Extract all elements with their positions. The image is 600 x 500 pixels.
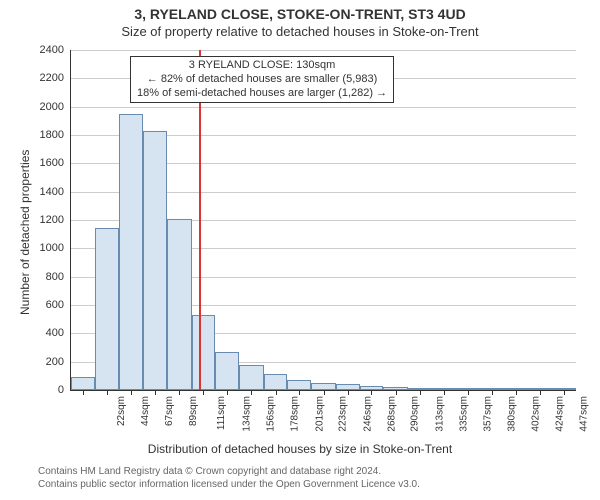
x-tick — [179, 390, 180, 395]
x-tick-label: 357sqm — [482, 396, 493, 432]
histogram-bar — [287, 380, 311, 390]
annotation-line1: 3 RYELAND CLOSE: 130sqm — [137, 59, 387, 73]
y-tick-label: 1600 — [30, 157, 64, 169]
x-tick — [492, 390, 493, 395]
x-tick — [420, 390, 421, 395]
x-tick-label: 89sqm — [188, 396, 199, 426]
x-tick-label: 156sqm — [266, 396, 277, 432]
y-axis-label: Number of detached properties — [18, 150, 32, 315]
x-axis-label: Distribution of detached houses by size … — [0, 442, 600, 456]
x-tick — [83, 390, 84, 395]
annotation-box: 3 RYELAND CLOSE: 130sqm ← 82% of detache… — [130, 56, 394, 103]
footnote: Contains HM Land Registry data © Crown c… — [38, 466, 420, 491]
x-tick-label: 134sqm — [242, 396, 253, 432]
y-tick-label: 0 — [30, 384, 64, 396]
x-tick — [276, 390, 277, 395]
x-tick — [203, 390, 204, 395]
x-tick — [516, 390, 517, 395]
y-tick-label: 1200 — [30, 214, 64, 226]
histogram-bar — [167, 219, 192, 390]
x-tick — [540, 390, 541, 395]
y-tick-label: 2000 — [30, 101, 64, 113]
x-tick — [155, 390, 156, 395]
x-tick-label: 22sqm — [116, 396, 127, 426]
x-tick-label: 223sqm — [338, 396, 349, 432]
histogram-bar — [215, 352, 239, 390]
footnote-line1: Contains HM Land Registry data © Crown c… — [38, 466, 420, 479]
x-tick-label: 111sqm — [216, 396, 227, 430]
histogram-bar — [143, 131, 167, 390]
y-tick-label: 800 — [30, 271, 64, 283]
x-tick-label: 313sqm — [435, 396, 446, 432]
x-tick — [251, 390, 252, 395]
histogram-bar — [311, 383, 336, 390]
y-tick-label: 2400 — [30, 44, 64, 56]
x-tick-label: 402sqm — [531, 396, 542, 432]
y-tick-label: 1800 — [30, 129, 64, 141]
x-tick — [299, 390, 300, 395]
x-tick-label: 67sqm — [164, 396, 175, 426]
x-tick-label: 246sqm — [363, 396, 374, 432]
x-tick-label: 447sqm — [579, 396, 590, 432]
y-tick-label: 400 — [30, 327, 64, 339]
chart-container: 3, RYELAND CLOSE, STOKE-ON-TRENT, ST3 4U… — [0, 0, 600, 500]
annotation-line2: ← 82% of detached houses are smaller (5,… — [137, 73, 387, 87]
x-tick — [107, 390, 108, 395]
x-tick — [564, 390, 565, 395]
x-tick — [324, 390, 325, 395]
histogram-bar — [264, 374, 288, 390]
x-tick-label: 44sqm — [140, 396, 151, 426]
y-tick-label: 200 — [30, 356, 64, 368]
x-tick-label: 290sqm — [410, 396, 421, 432]
x-tick — [227, 390, 228, 395]
histogram-bar — [192, 315, 216, 390]
x-tick — [444, 390, 445, 395]
gridline — [71, 50, 576, 51]
x-tick — [348, 390, 349, 395]
y-tick-label: 600 — [30, 299, 64, 311]
x-tick — [468, 390, 469, 395]
x-tick-label: 335sqm — [458, 396, 469, 432]
y-tick-label: 1400 — [30, 186, 64, 198]
x-tick-label: 268sqm — [386, 396, 397, 432]
histogram-bar — [119, 114, 143, 390]
gridline — [71, 107, 576, 108]
histogram-bar — [239, 365, 264, 390]
y-tick-label: 2200 — [30, 72, 64, 84]
x-tick — [131, 390, 132, 395]
chart-title-line1: 3, RYELAND CLOSE, STOKE-ON-TRENT, ST3 4U… — [0, 6, 600, 22]
y-tick-label: 1000 — [30, 242, 64, 254]
histogram-bar — [95, 228, 120, 390]
x-tick — [396, 390, 397, 395]
x-tick-label: 178sqm — [289, 396, 300, 432]
x-tick-label: 380sqm — [507, 396, 518, 432]
x-tick — [371, 390, 372, 395]
histogram-bar — [71, 377, 95, 390]
x-tick-label: 201sqm — [314, 396, 325, 432]
annotation-line3: 18% of semi-detached houses are larger (… — [137, 87, 387, 101]
footnote-line2: Contains public sector information licen… — [38, 479, 420, 492]
chart-title-line2: Size of property relative to detached ho… — [0, 24, 600, 39]
x-tick-label: 424sqm — [554, 396, 565, 432]
